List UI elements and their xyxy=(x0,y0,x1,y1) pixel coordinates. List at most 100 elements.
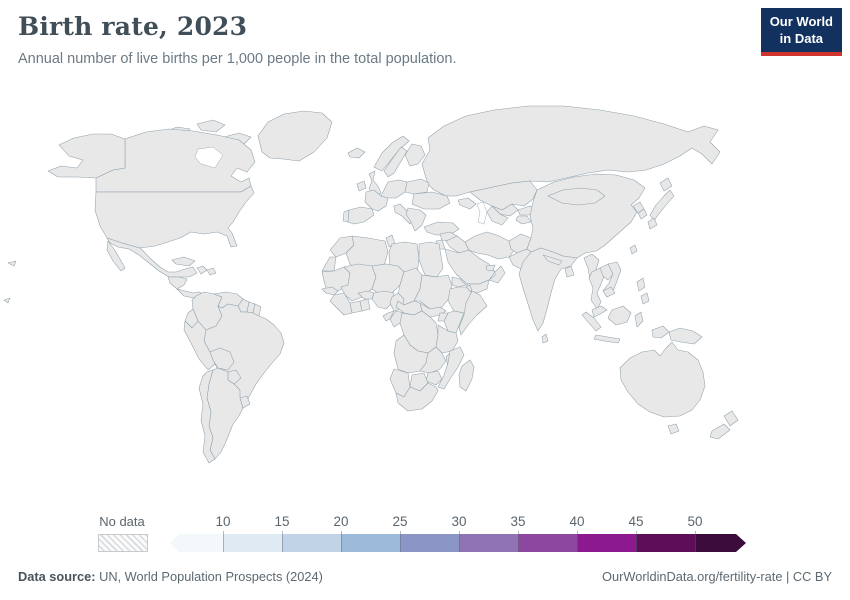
legend-bin-10-15[interactable] xyxy=(223,534,282,552)
country-bolivia[interactable] xyxy=(209,347,235,371)
legend-bin-25-30[interactable] xyxy=(400,534,459,552)
legend-no-data-label: No data xyxy=(99,514,145,529)
country-gabon[interactable] xyxy=(382,310,395,322)
country-chile[interactable] xyxy=(198,369,216,464)
owid-logo-line2: in Data xyxy=(779,30,824,46)
caspian-sea xyxy=(476,201,488,225)
country-finland[interactable] xyxy=(404,143,426,167)
country-ghana[interactable] xyxy=(359,298,371,312)
country-indonesia[interactable] xyxy=(593,334,621,344)
country-france[interactable] xyxy=(364,189,389,212)
legend-bin-40-45[interactable] xyxy=(577,534,636,552)
country-mexico[interactable] xyxy=(106,240,126,272)
country-greenland[interactable] xyxy=(257,110,333,162)
country-senegal[interactable] xyxy=(321,286,339,296)
country-indonesia[interactable] xyxy=(651,325,670,339)
country-indonesia[interactable] xyxy=(581,311,602,332)
legend-tick-label: 10 xyxy=(215,514,231,529)
legend-bin-45-50[interactable] xyxy=(636,534,695,552)
country-australia[interactable] xyxy=(667,423,680,435)
country-eritrea[interactable] xyxy=(451,276,467,288)
country-tajikistan[interactable] xyxy=(515,215,532,225)
country-saudi-arabia[interactable] xyxy=(444,248,496,285)
country-usa[interactable] xyxy=(94,185,255,249)
country-indonesia[interactable] xyxy=(607,305,632,326)
page-title: Birth rate, 2023 xyxy=(18,12,248,41)
country-south-korea[interactable] xyxy=(637,208,648,220)
legend-bin-30-35[interactable] xyxy=(459,534,518,552)
legend-tick-label: 30 xyxy=(451,514,467,529)
country-japan[interactable] xyxy=(649,189,675,222)
country-somalia[interactable] xyxy=(458,290,488,336)
country-philippines[interactable] xyxy=(640,292,650,305)
country-western-sahara[interactable] xyxy=(321,256,337,272)
legend-bin-15-20[interactable] xyxy=(282,534,341,552)
region-balkans[interactable] xyxy=(405,207,427,232)
country-uae[interactable] xyxy=(485,264,496,272)
country-spain[interactable] xyxy=(347,206,375,225)
country-canada[interactable] xyxy=(95,128,256,193)
country-mexico[interactable] xyxy=(106,237,198,278)
country-china[interactable] xyxy=(526,173,646,259)
country-cuba[interactable] xyxy=(171,256,196,267)
region-poland-baltics[interactable] xyxy=(404,178,430,195)
owid-logo[interactable]: Our World in Data xyxy=(760,8,842,56)
legend-bin-<10[interactable] xyxy=(170,534,223,552)
region-central-europe[interactable] xyxy=(380,179,408,199)
country-ireland[interactable] xyxy=(356,180,367,192)
citation-link[interactable]: OurWorldinData.org/fertility-rate | CC B… xyxy=(602,569,832,584)
country-dominican-republic[interactable] xyxy=(206,267,217,276)
country-nigeria[interactable] xyxy=(371,290,395,310)
country-iran[interactable] xyxy=(464,231,516,260)
country-uk[interactable] xyxy=(368,170,382,197)
country-canada[interactable] xyxy=(196,119,226,133)
country-turkmenistan[interactable] xyxy=(486,205,509,226)
region-east-europe[interactable] xyxy=(411,191,451,210)
country-taiwan[interactable] xyxy=(629,244,638,255)
country-congo[interactable] xyxy=(389,310,405,328)
country-niger[interactable] xyxy=(371,263,405,296)
country-malaysia[interactable] xyxy=(591,305,608,318)
country-usa-alaska[interactable] xyxy=(47,133,126,179)
region-caucasus[interactable] xyxy=(457,197,477,210)
country-philippines[interactable] xyxy=(636,277,646,292)
legend-tick-label: 40 xyxy=(569,514,585,529)
country-japan[interactable] xyxy=(647,217,658,230)
country-uruguay[interactable] xyxy=(239,395,251,409)
country-oman[interactable] xyxy=(488,265,506,284)
country-central-america[interactable] xyxy=(167,276,188,290)
country-usa-hawaii[interactable] xyxy=(3,260,17,304)
region-guinea[interactable] xyxy=(329,292,353,316)
world-choropleth-map xyxy=(3,105,739,464)
data-source-label: Data source: xyxy=(18,569,96,584)
country-turkey[interactable] xyxy=(423,221,460,236)
legend-no-data-swatch[interactable] xyxy=(98,534,148,552)
country-kenya[interactable] xyxy=(443,310,465,334)
country-bangladesh[interactable] xyxy=(564,265,575,278)
country-south-africa[interactable] xyxy=(395,382,439,412)
country-egypt[interactable] xyxy=(418,241,444,278)
legend-tick-label: 25 xyxy=(392,514,408,529)
country-new-zealand[interactable] xyxy=(709,423,731,440)
country-india[interactable] xyxy=(518,247,578,332)
legend-bin-50+[interactable] xyxy=(695,534,746,552)
legend-bin-35-40[interactable] xyxy=(518,534,577,552)
country-norway[interactable] xyxy=(373,135,410,172)
country-australia[interactable] xyxy=(619,341,706,418)
country-sri-lanka[interactable] xyxy=(541,333,549,344)
country-sudan[interactable] xyxy=(413,274,453,310)
country-nepal[interactable] xyxy=(542,254,563,266)
country-iceland[interactable] xyxy=(347,147,366,159)
country-mongolia[interactable] xyxy=(547,187,606,206)
country-japan[interactable] xyxy=(659,177,673,192)
legend-bin-20-25[interactable] xyxy=(341,534,400,552)
country-indonesia[interactable] xyxy=(634,311,644,328)
country-cambodia[interactable] xyxy=(602,286,616,298)
country-madagascar[interactable] xyxy=(458,359,475,392)
country-haiti[interactable] xyxy=(196,265,208,275)
country-sweden[interactable] xyxy=(383,146,408,178)
country-new-zealand[interactable] xyxy=(723,410,739,427)
country-mozambique[interactable] xyxy=(437,346,465,390)
country-papua-new-guinea[interactable] xyxy=(668,327,703,345)
country-uganda[interactable] xyxy=(437,312,449,322)
